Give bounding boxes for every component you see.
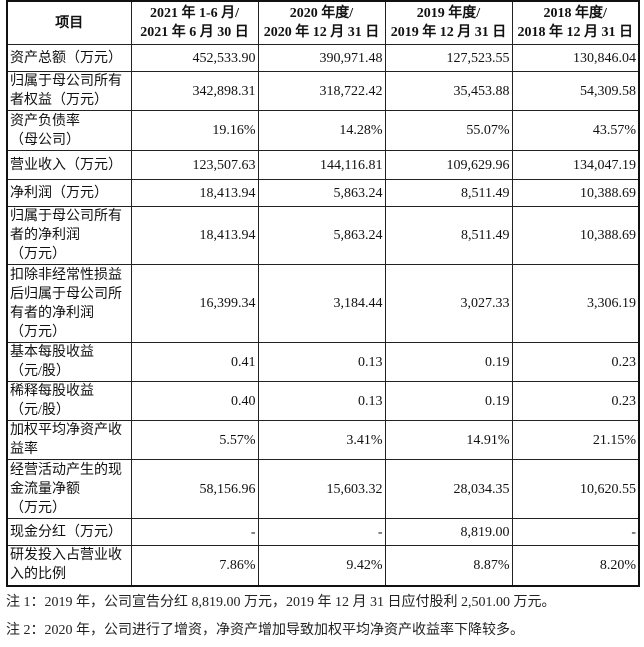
cell-value: 0.40 [130,381,259,421]
cell-value: 0.19 [384,381,513,421]
table-row: 归属于母公司所有 者权益（万元） 342,898.31 318,722.42 35,4… [6,71,640,111]
table-header-row: 项目 2021 年 1-6 月/ 2021 年 6 月 30 日 2020 年度/ … [6,0,640,45]
cell-value: 58,156.96 [130,459,259,519]
cell-value: 8.20% [511,545,640,586]
row-label: 基本每股收益 （元/股） [6,342,132,382]
cell-value: 14.91% [384,420,513,460]
table-row: 经营活动产生的现 金流量净额 （万元） 58,156.96 15,603.32 28,… [6,459,640,519]
cell-value: 452,533.90 [130,44,259,72]
cell-value: - [130,518,259,546]
row-label: 经营活动产生的现 金流量净额 （万元） [6,459,132,519]
cell-value: 390,971.48 [257,44,386,72]
cell-value: 9.42% [257,545,386,586]
cell-value: 0.13 [257,381,386,421]
row-label: 资产总额（万元） [6,44,132,72]
cell-value: 8,819.00 [384,518,513,546]
header-period-1: 2021 年 1-6 月/ 2021 年 6 月 30 日 [130,0,259,45]
table-row: 基本每股收益 （元/股） 0.41 0.13 0.19 0.23 [6,342,640,382]
note-1: 注 1：2019 年，公司宣告分红 8,819.00 万元，2019 年 12 … [6,595,556,610]
table-row: 现金分红（万元） - -8,819.00- [6,518,640,546]
table-row: 资产总额（万元） 452,533.90 390,971.48 127,523.55 13… [6,44,640,72]
cell-value: 130,846.04 [511,44,640,72]
cell-value: 55.07% [384,110,513,151]
cell-value: 16,399.34 [130,264,259,343]
table-row: 稀释每股收益 （元/股） 0.40 0.13 0.19 0.23 [6,381,640,421]
header-period-2: 2020 年度/ 2020 年 12 月 31 日 [257,0,386,45]
table-row: 研发投入占营业收 入的比例 7.86% 9.42% 8.87% 8.20% [6,545,640,586]
table-row: 扣除非经常性损益 后归属于母公司所 有者的净利润 （万元） 16,399.34 3,… [6,264,640,343]
cell-value: 0.13 [257,342,386,382]
row-label: 归属于母公司所有 者权益（万元） [6,71,132,111]
cell-value: 3,306.19 [511,264,640,343]
note-2: 注 2：2020 年，公司进行了增资，净资产增加导致加权平均净资产收益率下降较多… [6,623,524,638]
row-label: 净利润（万元） [6,179,132,207]
row-label: 归属于母公司所有 者的净利润 （万元） [6,206,132,265]
cell-value: 14.28% [257,110,386,151]
table-row: 归属于母公司所有 者的净利润 （万元） 18,413.94 5,863.24 8,51… [6,206,640,265]
header-period-4: 2018 年度/ 2018 年 12 月 31 日 [511,0,640,45]
cell-value: 342,898.31 [130,71,259,111]
row-label: 扣除非经常性损益 后归属于母公司所 有者的净利润 （万元） [6,264,132,343]
cell-value: 109,629.96 [384,150,513,180]
cell-value: 8,511.49 [384,179,513,207]
row-label: 加权平均净资产收 益率 [6,420,132,460]
cell-value: 10,388.69 [511,179,640,207]
cell-value: 3.41% [257,420,386,460]
cell-value: 0.23 [511,342,640,382]
cell-value: 5,863.24 [257,206,386,265]
cell-value: 144,116.81 [257,150,386,180]
cell-value: 0.19 [384,342,513,382]
cell-value: 127,523.55 [384,44,513,72]
cell-value: 43.57% [511,110,640,151]
cell-value: 54,309.58 [511,71,640,111]
cell-value: 7.86% [130,545,259,586]
row-label: 资产负债率 （母公司） [6,110,132,151]
cell-value: 3,027.33 [384,264,513,343]
cell-value: 10,620.55 [511,459,640,519]
cell-value: - [511,518,640,546]
cell-value: 15,603.32 [257,459,386,519]
cell-value: 35,453.88 [384,71,513,111]
financial-summary-table: 项目 2021 年 1-6 月/ 2021 年 6 月 30 日 2020 年度/ … [6,0,640,587]
header-item: 项目 [6,0,132,45]
cell-value: 8,511.49 [384,206,513,265]
cell-value: 8.87% [384,545,513,586]
cell-value: 28,034.35 [384,459,513,519]
cell-value: 123,507.63 [130,150,259,180]
row-label: 营业收入（万元） [6,150,132,180]
row-label: 稀释每股收益 （元/股） [6,381,132,421]
cell-value: 5,863.24 [257,179,386,207]
header-period-3: 2019 年度/ 2019 年 12 月 31 日 [384,0,513,45]
cell-value: 3,184.44 [257,264,386,343]
cell-value: 18,413.94 [130,179,259,207]
cell-value: 318,722.42 [257,71,386,111]
cell-value: - [257,518,386,546]
cell-value: 5.57% [130,420,259,460]
cell-value: 0.23 [511,381,640,421]
cell-value: 21.15% [511,420,640,460]
cell-value: 19.16% [130,110,259,151]
cell-value: 134,047.19 [511,150,640,180]
table-row: 净利润（万元） 18,413.94 5,863.24 8,511.49 10,388.6… [6,179,640,207]
cell-value: 10,388.69 [511,206,640,265]
table-row: 营业收入（万元） 123,507.63 144,116.81 109,629.96 13… [6,150,640,180]
table-row: 加权平均净资产收 益率 5.57% 3.41% 14.91% 21.15% [6,420,640,460]
table-row: 资产负债率 （母公司） 19.16% 14.28% 55.07% 43.57% [6,110,640,151]
cell-value: 18,413.94 [130,206,259,265]
row-label: 研发投入占营业收 入的比例 [6,545,132,586]
cell-value: 0.41 [130,342,259,382]
row-label: 现金分红（万元） [6,518,132,546]
